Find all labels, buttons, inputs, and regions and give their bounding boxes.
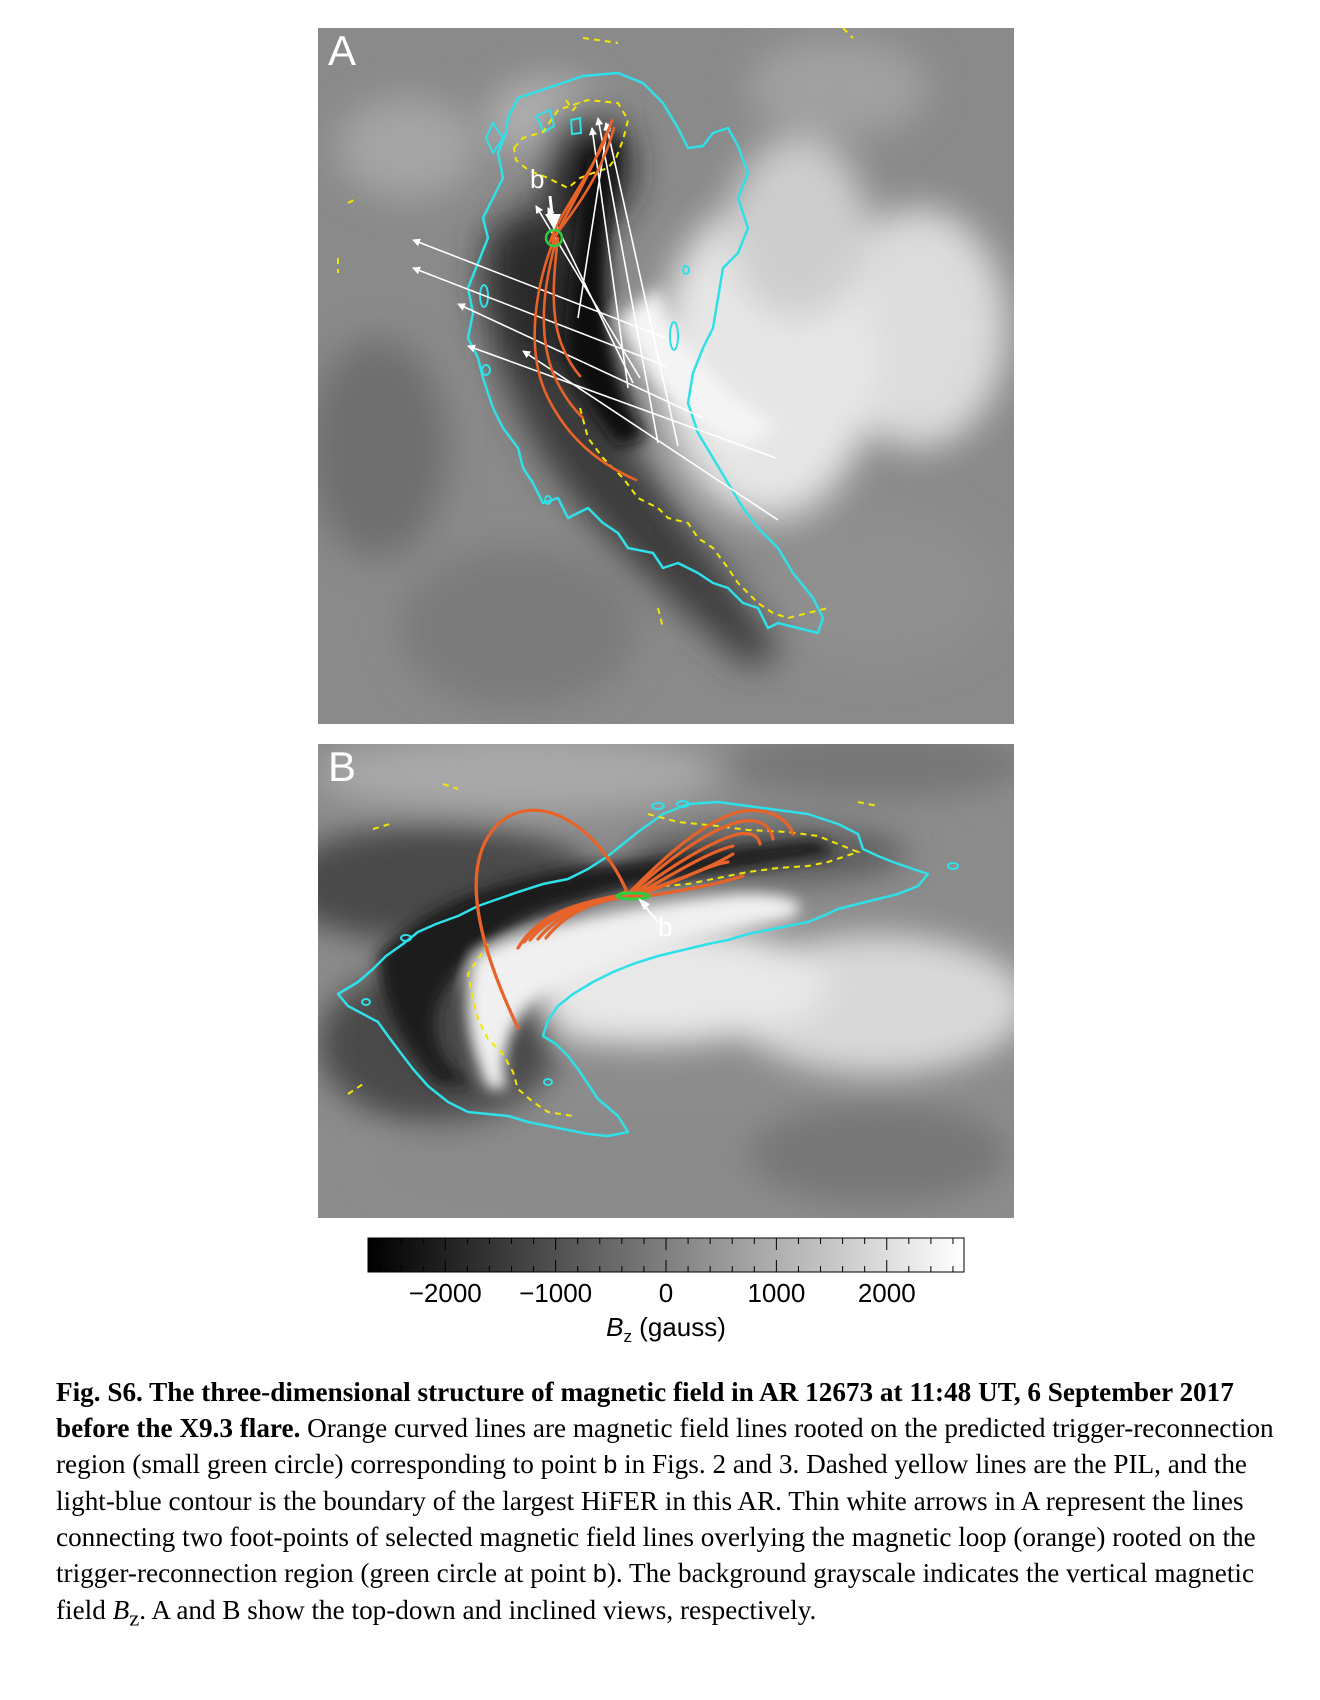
caption-text-2: in Figs. 2 and 3. Dashed yellow lines ar… [56,1449,1256,1588]
colorbar-tick-label: 0 [659,1278,673,1308]
caption-point-2: b [592,1560,607,1588]
field-lines [533,118,638,482]
caption-title: Fig. S6. The three-dimensional structure… [56,1377,1234,1443]
caption-bz-symbol: B [112,1595,130,1625]
point-b-arrow [545,195,561,230]
colorbar-tick-label: 2000 [858,1278,916,1308]
panel-a-magnetogram: b [318,28,1014,724]
figure-caption: Fig. S6. The three-dimensional structure… [56,1374,1276,1636]
caption-bz-subscript: z [129,1605,140,1631]
hifer-contour-inclined [336,800,930,1138]
panel-b-magnetogram: b [318,744,1014,1218]
colorbar-ticks [378,1238,954,1272]
caption-text-1: Orange curved lines are magnetic field l… [56,1413,1274,1479]
colorbar-svg: −2000 −1000 0 1000 2000 Bz (gauss) [367,1237,965,1346]
pil-lines [337,28,854,629]
colorbar-tick-label: −2000 [409,1278,482,1308]
panel-a: b A [318,28,1014,724]
colorbar-tick-label: 1000 [747,1278,805,1308]
caption-point-1: b [603,1451,618,1479]
point-b-label-inclined: b [658,912,672,942]
colorbar-tick-label: −1000 [519,1278,592,1308]
panel-a-label: A [328,27,357,74]
hifer-contour [466,71,825,635]
trigger-circle-inclined [615,891,651,901]
bz-core [563,138,778,448]
caption-text-4: . A and B show the top-down and inclined… [139,1595,817,1625]
colorbar: −2000 −1000 0 1000 2000 Bz (gauss) [366,1236,966,1346]
panel-b: b B [318,744,1014,1218]
caption-text-3: ). The background grayscale indicates th… [56,1558,1255,1625]
colorbar-axis-label: Bz (gauss) [606,1312,726,1346]
point-b-label: b [530,164,544,194]
colorbar-tick-labels: −2000 −1000 0 1000 2000 [409,1278,916,1308]
pil-lines-inclined [347,783,879,1117]
point-b-arrow-inclined [638,898,659,923]
panel-b-label: B [328,743,357,790]
